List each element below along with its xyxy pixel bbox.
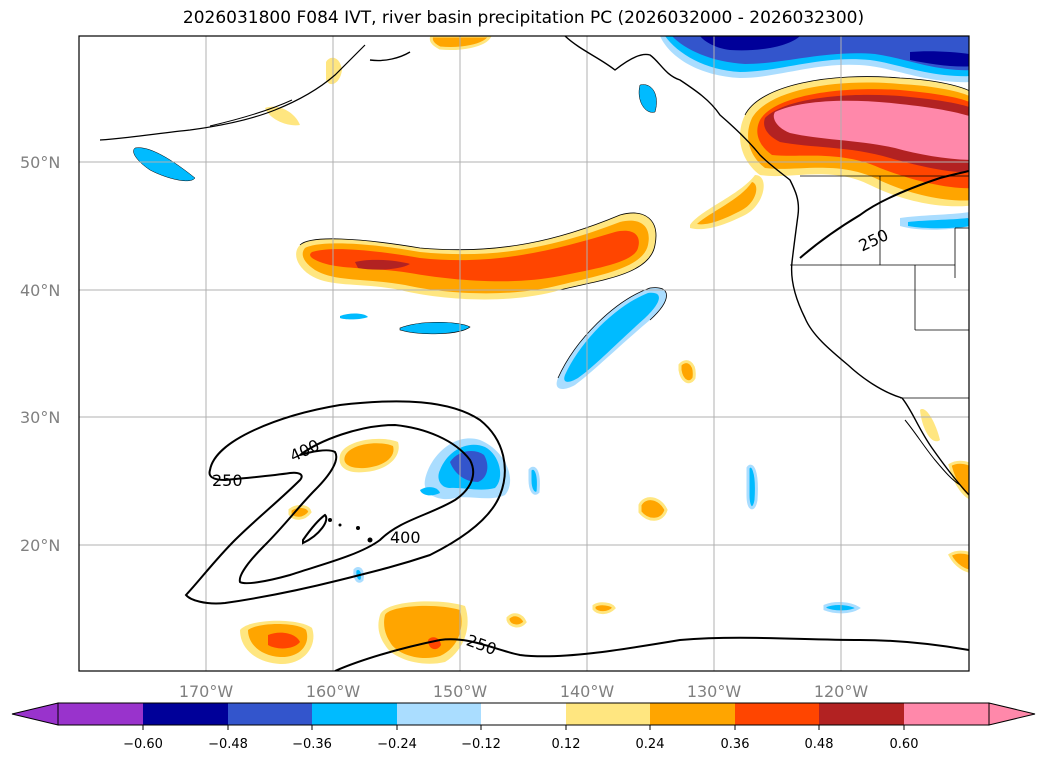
colorbar-tick-label: −0.24 [377,737,417,752]
ivt-contours [184,170,969,671]
lon-label-140w: 140°W [560,682,615,701]
colorbar-tick-label: 0.24 [636,737,665,752]
pnw-positive-anomaly [740,76,969,207]
ivt-label-250-left: 250 [212,471,243,490]
colorbar-tick-label: 0.36 [721,737,750,752]
colorbar-extend-low [11,702,59,726]
coastline [99,36,969,496]
colorbar: −0.60 −0.48 −0.36 −0.24 −0.12 0.12 0.24 … [11,702,1036,752]
nw-negative-patch [133,147,196,182]
colorbar-tick-label: −0.60 [123,737,163,752]
lat-label-40n: 40°N [20,281,60,300]
lon-label-130w: 130°W [687,682,742,701]
colorbar-tick-label: 0.60 [890,737,919,752]
lon-label-150w: 150°W [433,682,488,701]
central-pacific-positive-band [296,212,657,300]
colorbar-tick-label: 0.12 [552,737,581,752]
colorbar-tick-label: −0.48 [208,737,248,752]
small-negative-streak [399,322,471,335]
hawaii-islands [328,518,373,543]
political-borders [790,175,969,399]
lat-label-20n: 20°N [20,536,60,555]
lat-label-30n: 30°N [20,408,60,427]
colorbar-tick-label: −0.12 [461,737,501,752]
lon-label-160w: 160°W [306,682,361,701]
top-right-negative-anomaly [660,36,969,83]
colorbar-tick-label: 0.48 [805,737,834,752]
lat-label-50n: 50°N [20,153,60,172]
map-area: 400 250 400 250 250 [79,36,969,671]
subtropical-negative-anomaly [420,438,511,500]
ivt-label-400-lower: 400 [390,528,421,547]
lon-label-170w: 170°W [179,682,234,701]
map-title: 2026031800 F084 IVT, river basin precipi… [182,8,865,28]
graticule [79,36,969,671]
lon-label-120w: 120°W [814,682,869,701]
colorbar-extend-high [988,702,1036,726]
colorbar-tick-label: −0.36 [292,737,332,752]
map-frame [78,35,970,672]
